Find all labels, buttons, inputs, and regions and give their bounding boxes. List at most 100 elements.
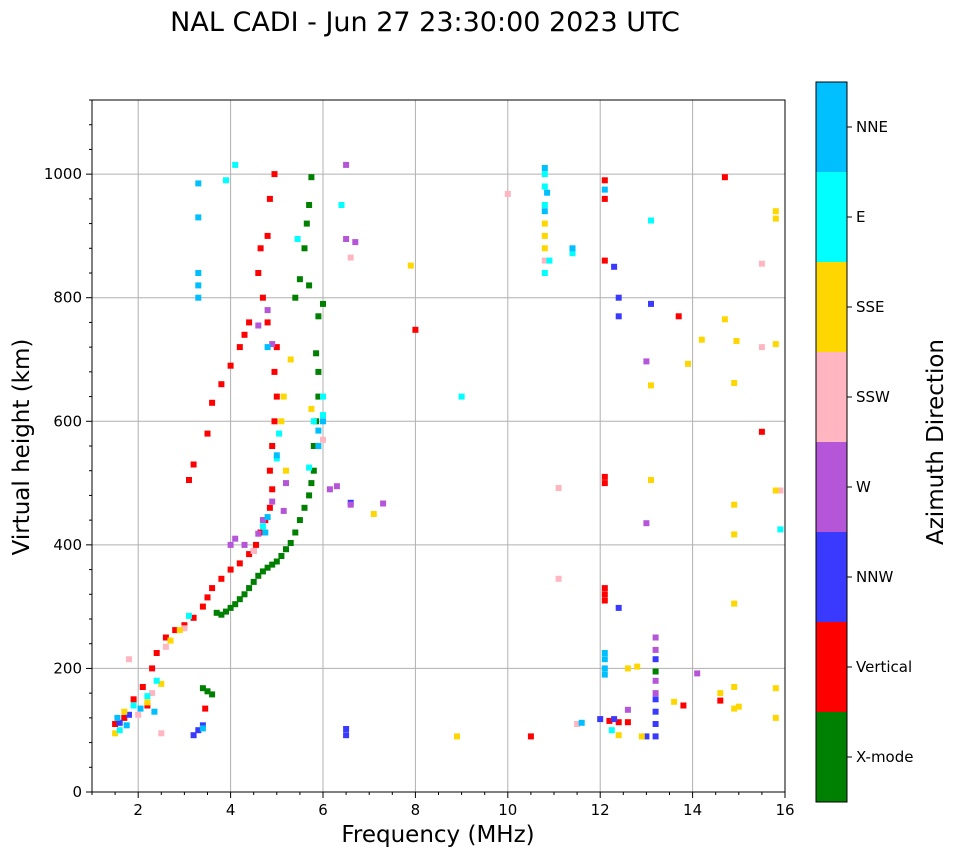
data-point-nne bbox=[541, 165, 548, 171]
x-tick-label: 16 bbox=[775, 801, 794, 819]
data-point-x-mode bbox=[308, 480, 315, 487]
data-point-ssw bbox=[504, 190, 511, 197]
data-point-x-mode bbox=[296, 276, 303, 283]
data-point-nne bbox=[114, 714, 121, 721]
data-point-x-mode bbox=[292, 529, 299, 536]
data-point-sse bbox=[615, 732, 622, 739]
data-point-e bbox=[223, 177, 229, 184]
data-point-nne bbox=[195, 214, 202, 221]
data-point-ssw bbox=[181, 625, 188, 632]
colorbar-ticks: X-mode Vertical NNW W SSW SSE E NNE bbox=[847, 118, 913, 766]
data-point-x-mode bbox=[652, 668, 659, 675]
data-point-vertical bbox=[204, 594, 211, 601]
data-point-vertical bbox=[601, 597, 608, 604]
data-point-nnw bbox=[611, 263, 618, 270]
data-point-vertical bbox=[181, 622, 188, 629]
data-points bbox=[112, 161, 784, 740]
data-point-vertical bbox=[527, 733, 534, 740]
colorbar-segment-nne bbox=[816, 82, 847, 172]
y-tick-label: 1000 bbox=[44, 165, 82, 183]
data-point-vertical bbox=[266, 195, 273, 202]
data-point-sse bbox=[772, 714, 779, 721]
data-point-sse bbox=[721, 316, 728, 323]
data-point-vertical bbox=[190, 614, 197, 621]
data-point-sse bbox=[541, 220, 548, 227]
data-point-vertical bbox=[601, 591, 608, 598]
data-point-vertical bbox=[601, 585, 608, 592]
data-point-w bbox=[652, 690, 659, 697]
axis-ticks: 2 4 6 8 10 12 14 16 0 200 400 600 800 1000 bbox=[44, 99, 795, 819]
data-point-x-mode bbox=[310, 443, 317, 449]
data-point-sse bbox=[308, 405, 315, 412]
data-point-vertical bbox=[601, 480, 608, 487]
data-point-nnw bbox=[648, 300, 654, 307]
data-point-sse bbox=[685, 360, 691, 367]
data-point-nne bbox=[320, 418, 326, 425]
data-point-sse bbox=[772, 341, 779, 348]
data-point-nne bbox=[601, 650, 608, 656]
data-point-vertical bbox=[758, 428, 765, 435]
data-point-e bbox=[232, 161, 239, 168]
data-point-sse bbox=[733, 338, 740, 344]
data-point-w bbox=[280, 507, 287, 514]
data-point-e bbox=[777, 526, 784, 533]
data-point-x-mode bbox=[315, 313, 322, 320]
data-point-sse bbox=[624, 665, 631, 672]
data-point-vertical bbox=[264, 319, 271, 326]
data-point-x-mode bbox=[273, 558, 280, 565]
data-point-vertical bbox=[253, 541, 259, 548]
data-point-x-mode bbox=[199, 685, 206, 692]
data-point-e bbox=[186, 612, 192, 619]
colorbar-tick-label: Vertical bbox=[856, 658, 912, 676]
x-tick-label: 12 bbox=[591, 801, 610, 819]
data-point-x-mode bbox=[250, 578, 257, 585]
data-point-vertical bbox=[204, 430, 211, 437]
data-point-x-mode bbox=[306, 492, 313, 499]
data-point-vertical bbox=[246, 319, 253, 326]
data-point-x-mode bbox=[232, 601, 239, 608]
data-point-nne bbox=[195, 294, 202, 301]
data-point-e bbox=[648, 217, 654, 224]
data-point-vertical bbox=[271, 171, 278, 178]
data-point-w bbox=[333, 483, 340, 490]
data-point-e bbox=[320, 393, 326, 400]
colorbar-segment-x-mode bbox=[816, 712, 847, 802]
data-point-x-mode bbox=[209, 691, 216, 698]
data-point-nnw bbox=[195, 727, 202, 734]
chart-title: NAL CADI - Jun 27 23:30:00 2023 UTC bbox=[170, 7, 680, 38]
data-point-nnw bbox=[199, 722, 206, 729]
data-point-vertical bbox=[624, 719, 631, 726]
colorbar-tick-label: NNE bbox=[856, 118, 888, 136]
data-point-e bbox=[541, 270, 548, 276]
data-point-vertical bbox=[255, 270, 262, 276]
data-point-nne bbox=[195, 180, 202, 187]
data-point-sse bbox=[454, 733, 460, 740]
data-point-vertical bbox=[218, 381, 225, 388]
colorbar-tick-label: E bbox=[856, 208, 865, 226]
data-point-vertical bbox=[601, 257, 608, 264]
data-point-x-mode bbox=[236, 596, 243, 603]
data-point-nne bbox=[264, 344, 271, 351]
data-point-vertical bbox=[273, 393, 280, 400]
data-point-nne bbox=[273, 452, 280, 459]
x-axis-label: Frequency (MHz) bbox=[341, 822, 534, 848]
data-point-vertical bbox=[601, 473, 608, 480]
colorbar-tick-label: NNW bbox=[856, 568, 893, 586]
data-point-vertical bbox=[271, 368, 278, 375]
data-point-vertical bbox=[615, 719, 622, 726]
colorbar-segment-w bbox=[816, 442, 847, 532]
x-tick-label: 6 bbox=[318, 801, 328, 819]
data-point-vertical bbox=[601, 195, 608, 202]
data-point-vertical bbox=[236, 560, 243, 567]
data-point-ssw bbox=[758, 344, 765, 351]
data-point-vertical bbox=[266, 504, 273, 511]
data-point-x-mode bbox=[315, 393, 322, 400]
data-point-vertical bbox=[227, 566, 234, 573]
data-point-nnw bbox=[652, 721, 659, 727]
data-point-vertical bbox=[246, 551, 253, 558]
data-point-w bbox=[347, 501, 354, 508]
data-point-x-mode bbox=[218, 611, 225, 618]
colorbar-segment-vertical bbox=[816, 622, 847, 712]
data-point-x-mode bbox=[287, 540, 294, 546]
data-point-x-mode bbox=[223, 608, 229, 615]
